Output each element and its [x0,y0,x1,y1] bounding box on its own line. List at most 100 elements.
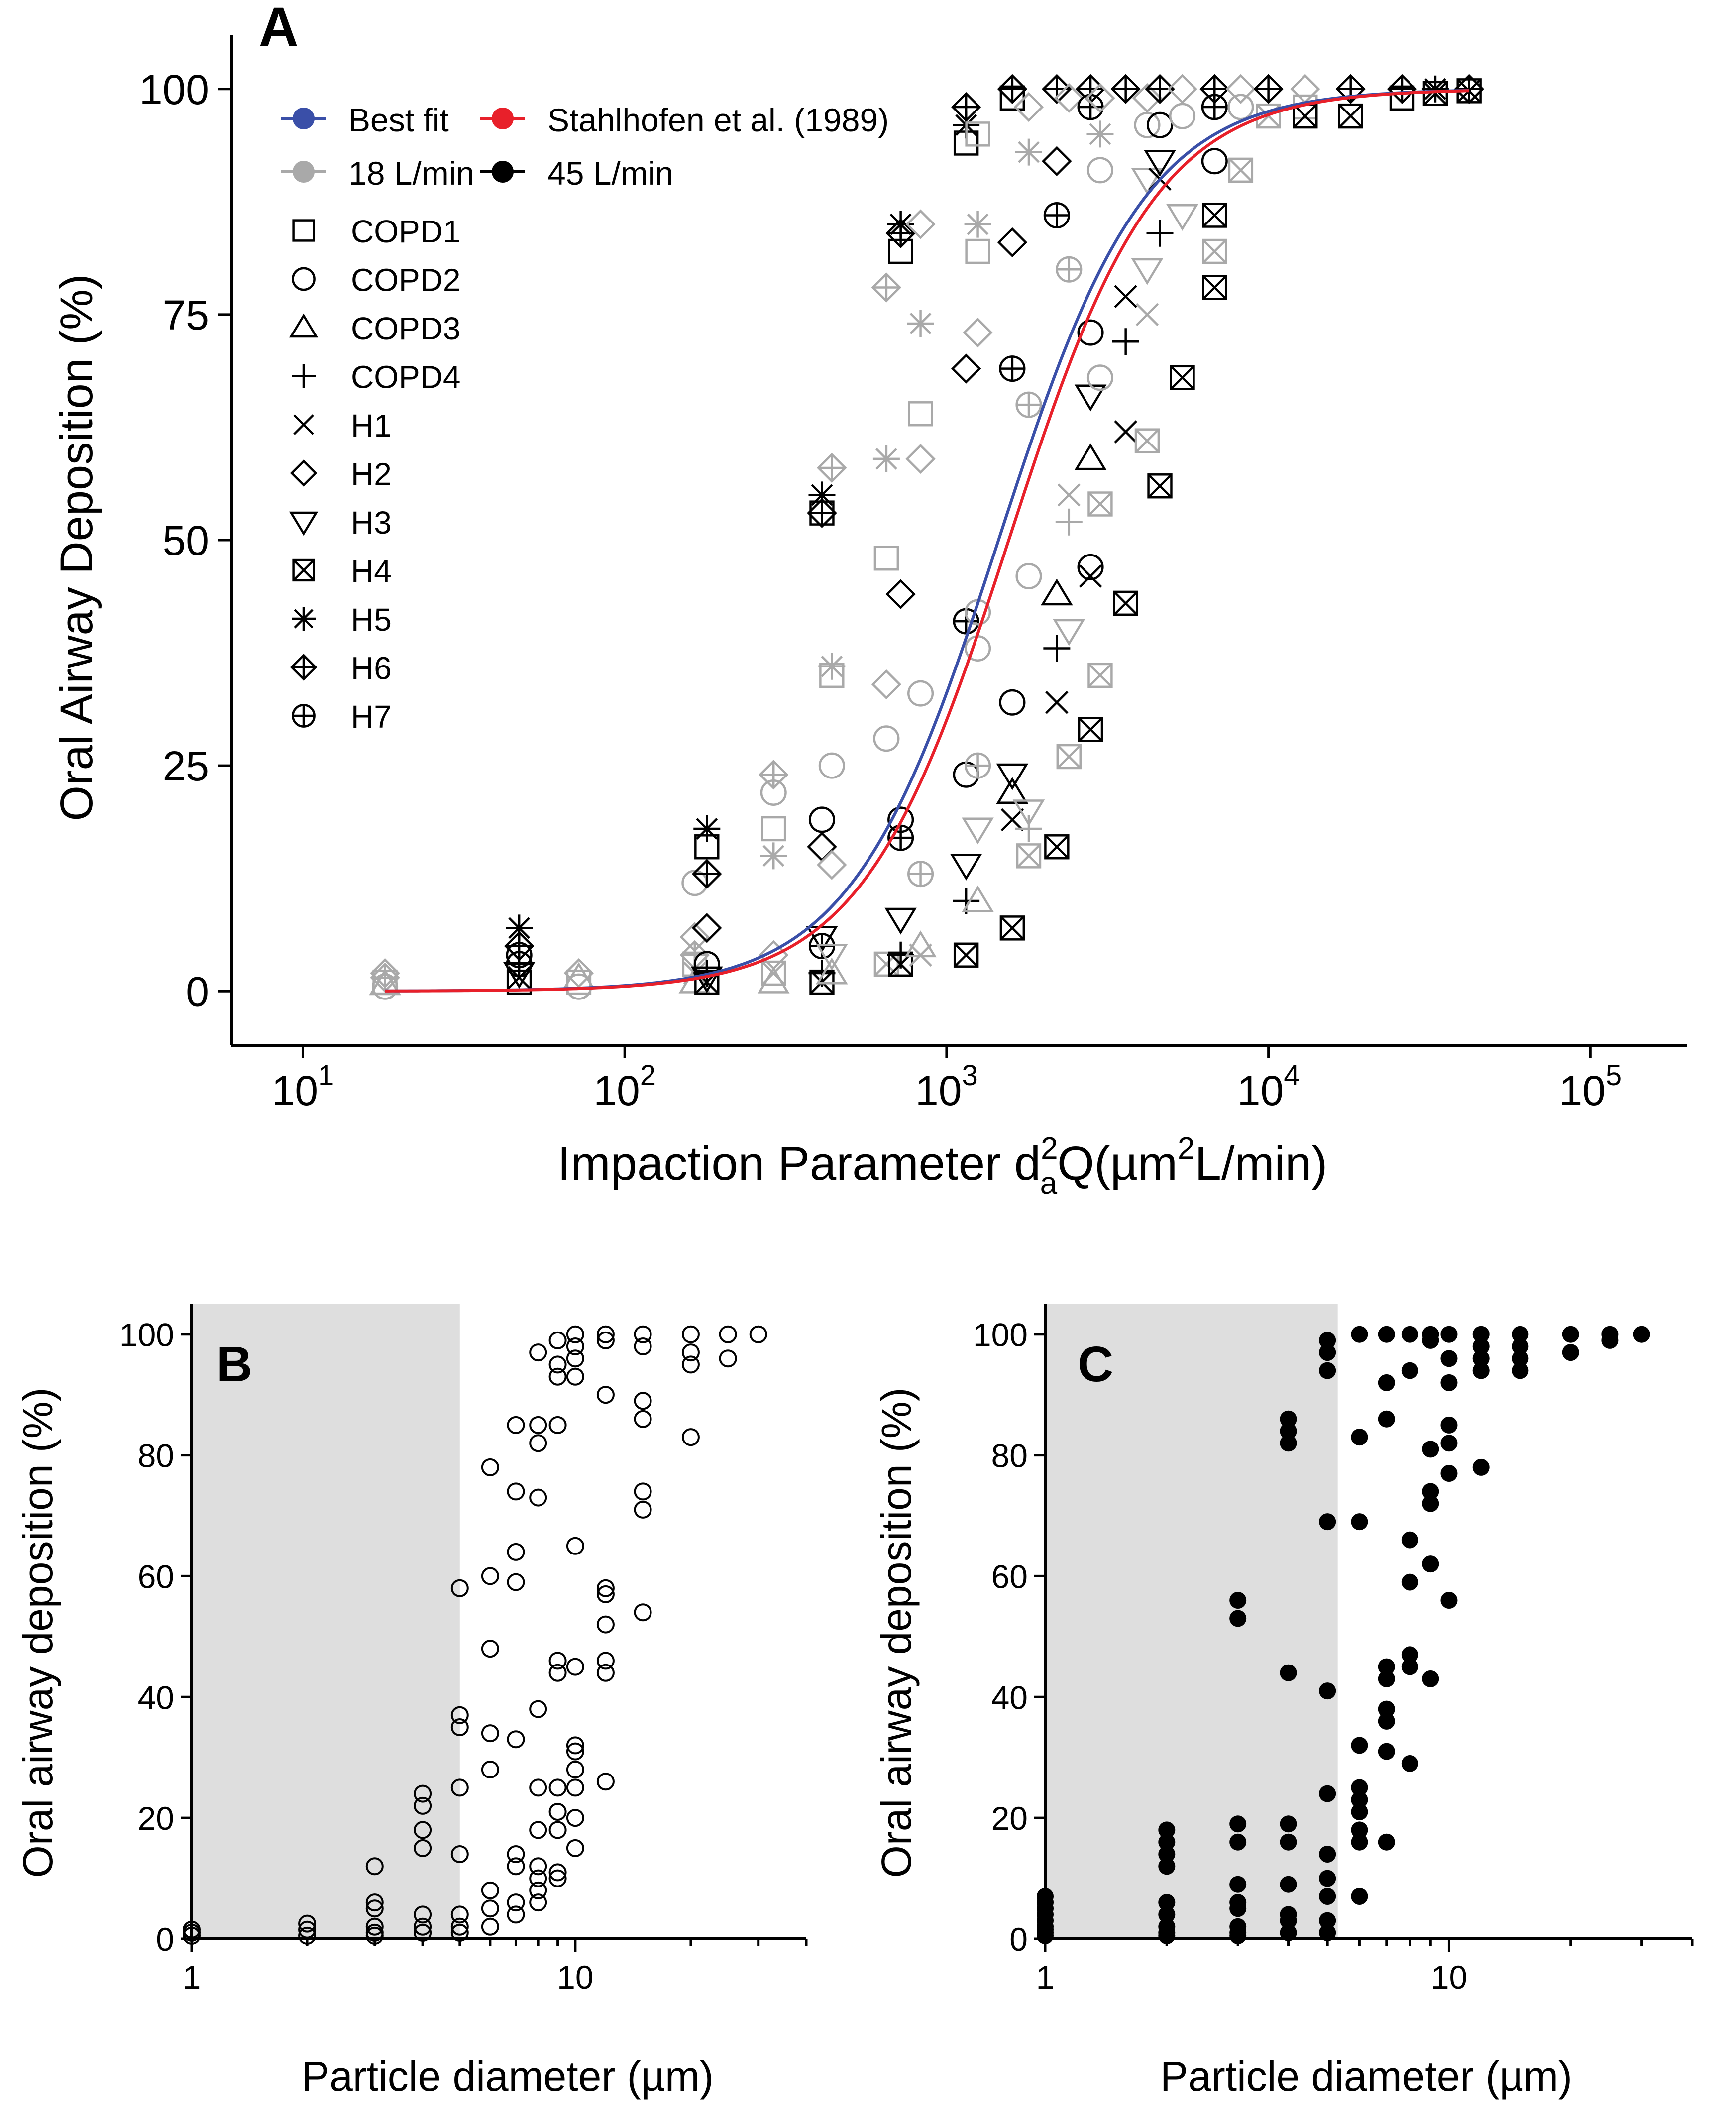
panel-b-point [414,1905,432,1924]
panel-a-point [693,815,721,842]
panel-b-point [634,1392,652,1410]
panel-b-point [566,1736,584,1755]
panel-a-point [951,353,981,384]
panel-c-point [1158,1906,1176,1923]
panel-b-label: B [217,1336,252,1392]
panel-a-point [905,209,936,239]
legend-symbol-h5 [292,607,316,631]
panel-b-point [481,1917,499,1936]
panel-c-point [1319,1344,1336,1361]
panel-c-point [1422,1441,1439,1458]
panel-b-point [450,1778,469,1797]
panel-a-point [761,960,786,986]
panel-b-chart: 0 20 40 60 80 100 1 10 B Oral airway depositio… [14,1304,808,2100]
panel-a-x-tick-label: 102 [593,1059,656,1114]
panel-a-point [1056,256,1083,283]
panel-a-plot-area [369,74,1484,1000]
panel-a-point [818,653,846,680]
panel-b-point [529,1343,547,1362]
legend-subject-label: H3 [351,505,392,541]
panel-a-point [563,958,594,989]
panel-b-point [596,1325,615,1343]
panel-a-point [1131,168,1164,195]
panel-a-point [760,842,787,870]
panel-a-point [885,218,916,248]
panel-c-point [1229,1815,1247,1833]
panel-b-point [529,1700,547,1718]
panel-b-point [507,1845,525,1863]
panel-a-point [807,498,837,528]
panel-c-point [1280,1664,1297,1681]
panel-c-y-ticks: 0 20 40 60 80 100 [973,1317,1045,1958]
panel-b-point [596,1773,615,1791]
panel-c-point [1158,1833,1176,1851]
panel-c-point [1440,1326,1458,1343]
panel-a-point [1042,146,1072,176]
panel-b-point [634,1337,652,1355]
panel-c-point [1601,1326,1619,1343]
panel-a-point [1134,428,1160,453]
panel-c-point [1280,1833,1297,1851]
panel-b-point [481,1761,499,1778]
panel-b-point [529,1857,547,1876]
panel-a-point [1225,74,1256,104]
panel-c-point [1562,1344,1579,1361]
legend-label: 45 L/min [547,155,673,192]
panel-c-point [1351,1513,1368,1531]
panel-c-point [1378,1712,1395,1730]
panel-a-point [807,832,837,862]
panel-c-point [1422,1483,1439,1500]
panel-b-point [596,1331,615,1349]
panel-b-point [450,1845,469,1863]
panel-b-point [450,1718,469,1736]
legend-symbol-h3 [289,511,319,536]
panel-b-point [596,1386,615,1404]
panel-c-point [1422,1670,1439,1687]
panel-b-y-tick-label: 0 [156,1921,174,1958]
panel-b-point [548,1869,567,1887]
legend-subject-label: H1 [351,408,392,444]
panel-b-point [481,1640,499,1658]
panel-c-point [1158,1894,1176,1911]
panel-b-point [566,1537,584,1555]
panel-c-point [1319,1332,1336,1349]
panel-a-point [1146,220,1174,247]
panel-b-x-title: Particle diameter (µm) [302,2053,714,2100]
panel-b-point [566,1658,584,1676]
panel-a-point [950,854,982,881]
panel-b-point [507,1730,525,1749]
panel-a-y-tick-label: 50 [163,517,209,564]
panel-a-point [809,500,835,526]
panel-a-x-title-sup: 2 [1041,1131,1058,1166]
panel-a-point [1043,202,1070,229]
panel-a-point [1086,364,1114,391]
panel-b-point [365,1893,384,1912]
panel-a-point [1227,94,1254,120]
panel-a-point [873,725,900,752]
panel-b-point [681,1343,700,1362]
panel-a-point [1041,578,1073,606]
panel-a-point [963,317,993,348]
legend-subject-label: COPD1 [351,214,461,249]
panel-c-point [1351,1821,1368,1839]
panel-b-y-ticks: 0 20 40 60 80 100 [119,1317,192,1958]
panel-a-point [965,752,991,779]
panel-b-point [481,1899,499,1918]
panel-a-point [1013,92,1044,122]
panel-b-point [529,1488,547,1507]
panel-a-point [996,763,1029,790]
panel-c-point [1280,1876,1297,1893]
panel-c-point [1378,1833,1395,1851]
panel-a-point [369,968,401,996]
stahlhofen-curve [385,89,1469,993]
panel-c-point [1401,1326,1418,1343]
panel-c-point [1351,1429,1368,1446]
panel-a-point [1112,328,1139,355]
panel-a-point [1114,420,1137,444]
panel-a-label: A [259,0,298,58]
panel-c-point [1229,1833,1247,1851]
panel-c-y-tick-label: 100 [973,1317,1028,1353]
panel-b-point [634,1500,652,1519]
panel-c-point [1440,1374,1458,1391]
panel-a-point [1389,85,1415,111]
